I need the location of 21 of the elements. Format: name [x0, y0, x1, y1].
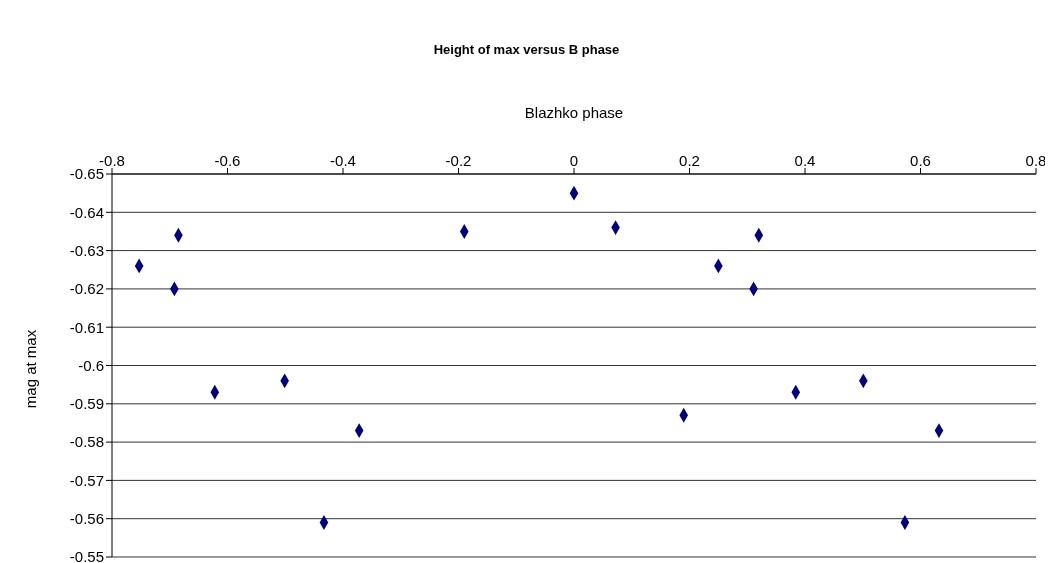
- chart-title: Height of max versus B phase: [432, 42, 621, 57]
- x-tick-label: 0.4: [794, 152, 816, 169]
- x-tick-label: -0.6: [214, 152, 241, 169]
- y-tick-label: -0.58: [69, 433, 104, 451]
- y-tick-label: -0.64: [69, 203, 104, 221]
- y-tick-label: -0.6: [78, 356, 104, 374]
- y-tick-label: -0.59: [69, 395, 104, 413]
- y-tick-label: -0.61: [69, 318, 104, 336]
- x-tick-label: 0.2: [679, 152, 700, 169]
- x-tick-label: 0.6: [910, 152, 931, 169]
- x-axis-title: Blazhko phase: [523, 104, 625, 121]
- x-tick-label: 0.8: [1025, 152, 1047, 169]
- y-tick-label: -0.57: [69, 471, 104, 489]
- y-tick-label: -0.63: [69, 241, 104, 259]
- y-tick-label: -0.62: [69, 280, 104, 298]
- y-tick-label: -0.55: [69, 548, 104, 563]
- y-axis-title: mag at max: [21, 329, 39, 409]
- x-tick-label: -0.2: [445, 152, 472, 169]
- x-tick-label: -0.4: [330, 152, 356, 169]
- y-tick-label: -0.56: [69, 510, 104, 528]
- x-tick-label: 0: [569, 152, 579, 169]
